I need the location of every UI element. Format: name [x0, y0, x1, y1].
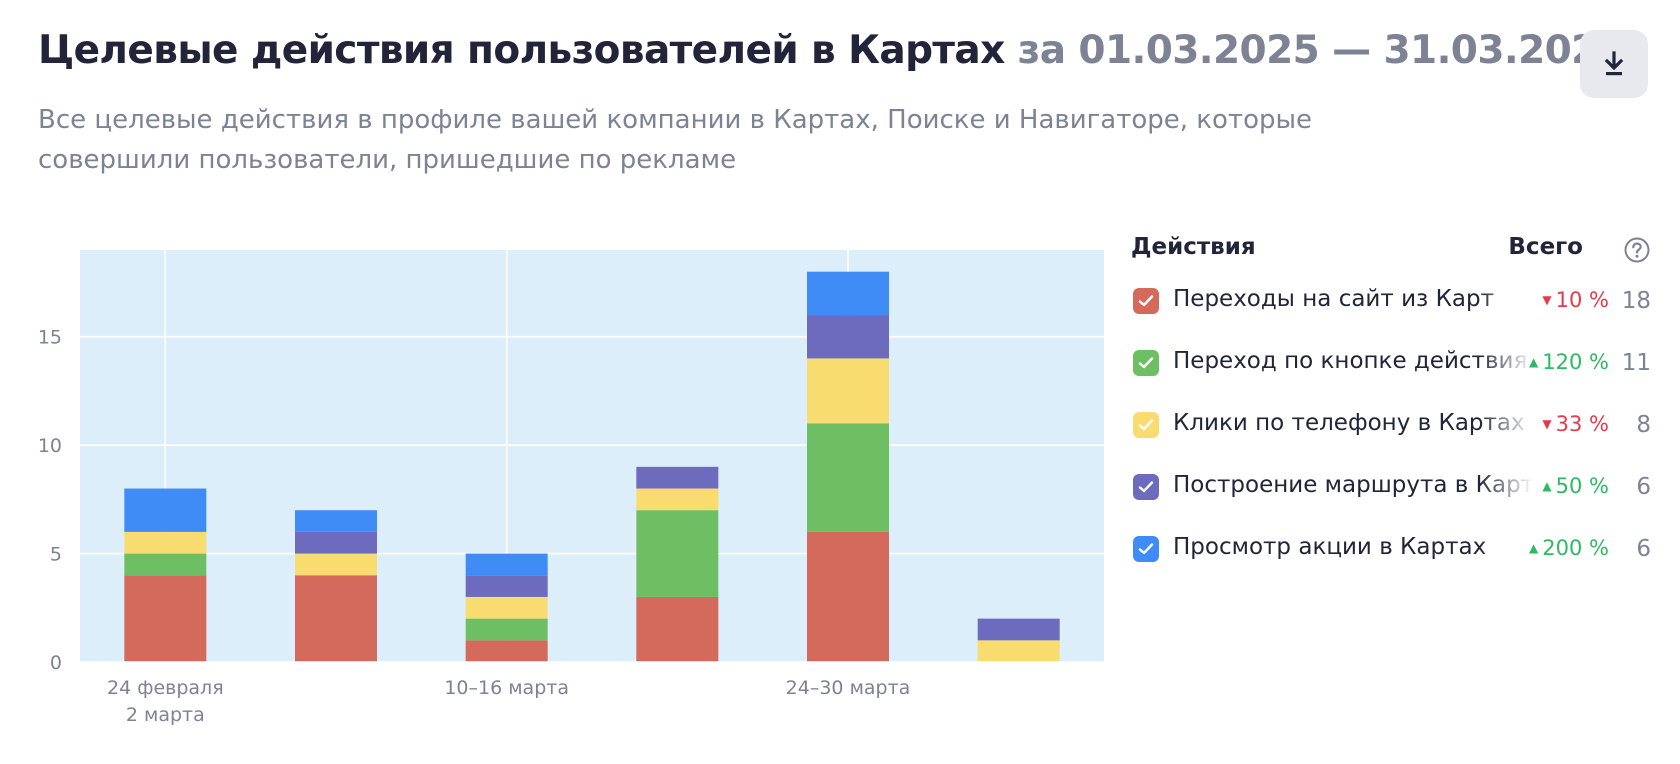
legend-item-label: Переход по кнопке действия и [1173, 348, 1533, 374]
legend-item-change: ▼ 10 % [1542, 288, 1609, 312]
legend-item-total: 18 [1621, 288, 1651, 314]
x-tick-label: 2 марта [126, 704, 205, 726]
legend-item[interactable]: Просмотр акции в Картах ▲ 200 % 6 [1131, 522, 1651, 584]
bar-segment [124, 575, 207, 662]
legend-item[interactable]: Переходы на сайт из Карт ▼ 10 % 18 [1131, 274, 1651, 336]
checkmark-icon [1138, 543, 1154, 555]
title-text: Целевые действия пользователей в Картах [38, 28, 1005, 73]
legend-item-total: 6 [1636, 474, 1651, 500]
legend-item-total: 6 [1636, 536, 1651, 562]
triangle-up-icon: ▲ [1542, 479, 1552, 493]
legend-item-total: 8 [1636, 412, 1651, 438]
legend-checkbox[interactable] [1133, 474, 1159, 500]
legend-header-total: Всего [1508, 234, 1583, 260]
checkmark-icon [1138, 357, 1154, 369]
y-tick-label: 10 [38, 435, 62, 457]
page-subtitle: Все целевые действия в профиле вашей ком… [38, 105, 1312, 175]
legend-item-label: Клики по телефону в Картах [1173, 410, 1525, 436]
bar-segment [807, 423, 889, 532]
bar-segment [295, 531, 377, 554]
bar-segment [465, 553, 548, 576]
download-button[interactable] [1580, 30, 1648, 98]
checkmark-icon [1138, 295, 1154, 307]
checkmark-icon [1138, 481, 1154, 493]
plot-background [80, 250, 1104, 662]
bar-segment [636, 466, 719, 489]
page-title: Целевые действия пользователей в Картах … [38, 28, 1625, 73]
bar-segment [636, 596, 719, 662]
bar-segment [977, 618, 1060, 641]
x-tick-label: 10–16 марта [444, 677, 569, 699]
title-period: за 01.03.2025 — 31.03.2025 [1017, 28, 1625, 73]
legend-item-change: ▲ 50 % [1542, 474, 1609, 498]
stacked-bar-chart: 0 5 10 15 24 февраля 2 марта 10–16 марта 24–30 … [38, 250, 1104, 726]
download-icon [1604, 51, 1624, 76]
triangle-down-icon: ▼ [1542, 293, 1552, 307]
bar-segment [124, 553, 207, 576]
legend-item-change: ▼ 33 % [1542, 412, 1609, 436]
x-tick-label: 24–30 марта [786, 677, 911, 699]
legend-header-actions: Действия [1131, 234, 1256, 260]
legend-checkbox[interactable] [1133, 350, 1159, 376]
legend-item-change-value: 200 % [1542, 536, 1609, 560]
legend-item-label: Построение маршрута в Картах [1173, 472, 1533, 498]
legend-header: Действия Всего [1131, 226, 1651, 274]
legend-item-change-value: 50 % [1555, 474, 1609, 498]
question-circle-icon[interactable] [1623, 236, 1651, 264]
bar-segment [807, 531, 889, 662]
legend-item-total: 11 [1621, 350, 1651, 376]
legend-checkbox[interactable] [1133, 288, 1159, 314]
bar-segment [465, 575, 548, 597]
legend-item-change: ▲ 200 % [1529, 536, 1609, 560]
legend-checkbox[interactable] [1133, 412, 1159, 438]
legend-checkbox[interactable] [1133, 536, 1159, 562]
y-tick-label: 0 [50, 652, 62, 674]
legend-item-label: Просмотр акции в Картах [1173, 534, 1487, 560]
legend-item-change-value: 10 % [1555, 288, 1609, 312]
bar-segment [807, 358, 889, 424]
x-tick-label: 24 февраля [107, 677, 224, 699]
bar-segment [295, 553, 377, 576]
triangle-up-icon: ▲ [1529, 355, 1539, 369]
legend-item-change: ▲ 120 % [1529, 350, 1609, 374]
bar-segment [295, 575, 377, 662]
bar-segment [977, 640, 1060, 662]
actions-chart: 0 5 10 15 24 февраля 2 марта 10–16 марта 24–30 … [0, 218, 1120, 738]
bar-segment [295, 510, 377, 532]
triangle-up-icon: ▲ [1529, 541, 1539, 555]
bar-segment [124, 488, 207, 532]
y-tick-label: 15 [38, 327, 62, 349]
bar-segment [465, 596, 548, 619]
triangle-down-icon: ▼ [1542, 417, 1552, 431]
bar-segment [636, 510, 719, 597]
legend-item-change-value: 120 % [1542, 350, 1609, 374]
checkmark-icon [1138, 419, 1154, 431]
y-tick-label: 5 [50, 544, 62, 566]
legend: Действия Всего Переходы на сайт из Карт ▼… [1131, 226, 1651, 584]
legend-item-change-value: 33 % [1555, 412, 1609, 436]
bar-segment [124, 531, 207, 554]
legend-item[interactable]: Переход по кнопке действия и ▲ 120 % 11 [1131, 336, 1651, 398]
legend-item[interactable]: Клики по телефону в Картах ▼ 33 % 8 [1131, 398, 1651, 460]
bar-segment [465, 640, 548, 662]
bar-segment [807, 315, 889, 359]
bar-segment [465, 618, 548, 641]
bar-segment [807, 271, 889, 316]
bar-segment [636, 488, 719, 511]
legend-item[interactable]: Построение маршрута в Картах ▲ 50 % 6 [1131, 460, 1651, 522]
legend-item-label: Переходы на сайт из Карт [1173, 286, 1495, 312]
